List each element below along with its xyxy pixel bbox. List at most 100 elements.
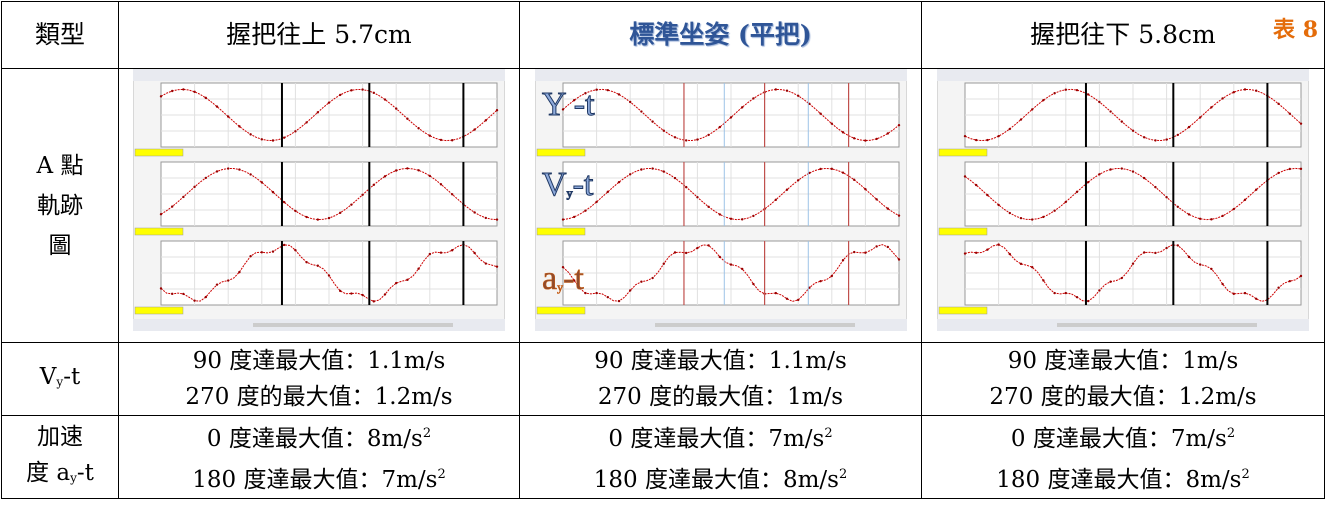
plot-label: Y -t: [542, 87, 595, 123]
curve-dot: [685, 186, 687, 188]
curve-dot: [975, 139, 977, 141]
curve-dot: [1221, 97, 1223, 99]
curve-dot: [1244, 88, 1246, 90]
curve-dot: [617, 300, 619, 302]
curve-dot: [361, 194, 363, 196]
curve-dot: [986, 139, 988, 141]
screenshot: [937, 69, 1309, 331]
curve-dot: [1065, 89, 1067, 91]
curve-dot: [1188, 256, 1190, 258]
curve-dot: [997, 243, 999, 245]
curve-dot: [752, 215, 754, 217]
curve-dot: [283, 244, 285, 246]
curve-dot: [774, 88, 776, 90]
curve-dot: [1121, 167, 1123, 169]
text: 0 度達最大值：7m/s: [1011, 426, 1227, 452]
curve-dot: [160, 213, 162, 215]
curve-dot: [317, 111, 319, 113]
curve-dot: [707, 206, 709, 208]
curve-dot: [1065, 201, 1067, 203]
curve-dot: [1300, 122, 1302, 124]
plot-label: ay-t: [542, 261, 584, 305]
text: V: [40, 364, 57, 390]
curve-dot: [395, 169, 397, 171]
curve-dot: [350, 203, 352, 205]
readout: [939, 228, 987, 235]
row-label: A 點 軌跡 圖: [2, 69, 119, 343]
curve-dot: [718, 256, 720, 258]
superscript: 2: [423, 426, 431, 441]
text: -t: [77, 460, 94, 486]
curve-dot: [595, 89, 597, 91]
value-line: 180 度達最大值：7m/s2: [119, 457, 519, 498]
curve-dot: [853, 179, 855, 181]
curve-dot: [417, 169, 419, 171]
curve-dot: [662, 170, 664, 172]
curve-dot: [451, 193, 453, 195]
text: 180 度達最大值：7m/s: [192, 467, 437, 493]
curve-dot: [1109, 110, 1111, 112]
curve-dot: [741, 218, 743, 220]
value-line: 270 度的最大值：1m/s: [520, 379, 921, 415]
curve-dot: [1154, 139, 1156, 141]
plot-label: Vy-t: [542, 167, 593, 211]
readout: [135, 228, 183, 235]
curve-dot: [997, 204, 999, 206]
superscript: 2: [437, 467, 445, 482]
curve-dot: [406, 279, 408, 281]
curve-dot: [617, 93, 619, 95]
curve-dot: [1233, 91, 1235, 93]
curve-dot: [797, 95, 799, 97]
curve-dot: [897, 124, 899, 126]
curve-dot: [986, 248, 988, 250]
curve-dot: [328, 101, 330, 103]
curve-dot: [261, 138, 263, 140]
curve-dot: [673, 177, 675, 179]
curve-dot: [473, 128, 475, 130]
curve-dot: [606, 191, 608, 193]
curve-dot: [317, 265, 319, 267]
curve-dot: [673, 251, 675, 253]
curve-dot: [1277, 287, 1279, 289]
curve-dot: [451, 249, 453, 251]
curve-dot: [819, 168, 821, 170]
curve-dot: [238, 271, 240, 273]
curve-dot: [1221, 215, 1223, 217]
curve-dot: [975, 252, 977, 254]
curve-dot: [339, 212, 341, 214]
text: -t: [573, 166, 594, 203]
curve-dot: [205, 296, 207, 298]
curve-dot: [864, 252, 866, 254]
curve-dot: [171, 205, 173, 207]
readout: [537, 149, 585, 156]
label-line: 加速: [2, 419, 118, 455]
curve-dot: [193, 299, 195, 301]
readout: [135, 149, 183, 156]
text: 180 度達最大值：8m/s: [594, 467, 839, 493]
curve-dot: [986, 194, 988, 196]
curve-dot: [1020, 217, 1022, 219]
curve-dot: [406, 167, 408, 169]
curve-dot: [741, 106, 743, 108]
curve-dot: [361, 88, 363, 90]
curve-dot: [350, 292, 352, 294]
curve-dot: [238, 125, 240, 127]
curve-dot: [373, 92, 375, 94]
curve-dot: [1087, 93, 1089, 95]
curve-dot: [451, 139, 453, 141]
curve-dot: [1300, 168, 1302, 170]
slider: [1057, 323, 1257, 327]
curve-dot: [1210, 106, 1212, 108]
curve-dot: [361, 294, 363, 296]
curve-dot: [673, 136, 675, 138]
curve-dot: [305, 216, 307, 218]
curve-dot: [864, 188, 866, 190]
curve-dot: [752, 283, 754, 285]
superscript: 2: [824, 426, 832, 441]
curve-dot: [1255, 189, 1257, 191]
text: 0 度達最大值：7m/s: [608, 426, 824, 452]
curve-dot: [1087, 300, 1089, 302]
curve-dot: [752, 97, 754, 99]
curve-dot: [496, 265, 498, 267]
curve-dot: [384, 98, 386, 100]
